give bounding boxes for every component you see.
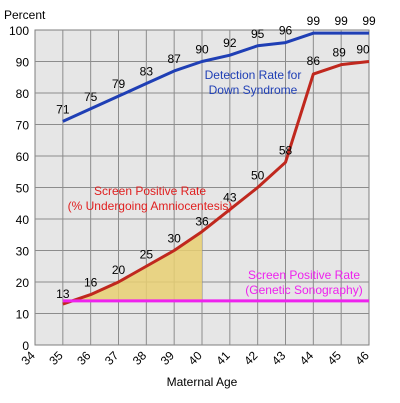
- amniocentesis-line: [62, 60, 370, 306]
- x-tick-label: 41: [213, 348, 233, 368]
- data-label: 87: [167, 52, 181, 66]
- y-tick-label: 10: [16, 308, 30, 322]
- x-tick-label: 43: [269, 348, 289, 368]
- annotation-amniocentesis: Screen Positive Rate: [94, 184, 206, 198]
- detection-rate-line: [62, 31, 369, 123]
- annotation-sonography: Screen Positive Rate: [248, 268, 360, 282]
- x-tick-label: 42: [241, 348, 261, 368]
- y-tick-label: 0: [22, 339, 29, 353]
- y-tick-label: 40: [16, 213, 30, 227]
- data-label: 89: [332, 46, 346, 60]
- y-tick-label: 50: [16, 182, 30, 196]
- data-labels: 71 75 79 83 87 90 92 95 96 99 99 99 13 16 20 25 30 36 43 50…: [56, 14, 376, 301]
- data-label: 43: [223, 191, 237, 205]
- data-label: 25: [140, 247, 154, 261]
- x-tick-label: 36: [74, 348, 94, 368]
- y-tick-label: 100: [9, 24, 29, 38]
- shaded-region: [62, 231, 203, 305]
- x-tick-label: 35: [46, 348, 66, 368]
- grid: [35, 30, 369, 345]
- x-tick-label: 46: [352, 348, 372, 368]
- y-axis-title: Percent: [4, 8, 46, 22]
- data-label: 99: [307, 14, 321, 28]
- amniocentesis-shaded-area: [62, 231, 203, 305]
- annotation-detection-rate: Detection Rate for: [205, 68, 302, 82]
- data-label: 90: [195, 43, 209, 57]
- y-tick-label: 90: [16, 56, 30, 70]
- data-label: 99: [334, 14, 348, 28]
- y-tick-label: 20: [16, 276, 30, 290]
- data-label: 30: [167, 232, 181, 246]
- data-label: 83: [140, 65, 154, 79]
- data-label: 13: [56, 287, 70, 301]
- annotation-sonography: (Genetic Sonography): [245, 283, 362, 297]
- y-tick-label: 80: [16, 87, 30, 101]
- data-label: 90: [356, 43, 370, 57]
- data-label: 79: [112, 77, 126, 91]
- annotation-amniocentesis: (% Undergoing Amniocentesis): [68, 199, 233, 213]
- x-axis-title: Maternal Age: [167, 375, 238, 389]
- data-label: 92: [223, 36, 237, 50]
- x-tick-label: 44: [297, 348, 317, 368]
- data-label: 58: [279, 143, 293, 157]
- data-label: 16: [84, 276, 98, 290]
- data-label: 96: [279, 24, 293, 38]
- x-tick-label: 40: [185, 348, 205, 368]
- data-label: 75: [84, 90, 98, 104]
- x-tick-label: 37: [102, 348, 122, 368]
- x-tick-label: 45: [325, 348, 345, 368]
- data-label: 50: [251, 169, 265, 183]
- x-tick-label: 39: [158, 348, 178, 368]
- y-tick-label: 70: [16, 119, 30, 133]
- annotation-detection-rate: Down Syndrome: [209, 83, 298, 97]
- data-label: 95: [251, 27, 265, 41]
- data-label: 99: [362, 14, 376, 28]
- x-tick-label: 38: [130, 348, 150, 368]
- series-lines: [62, 31, 370, 306]
- data-label: 20: [112, 263, 126, 277]
- y-tick-label: 60: [16, 150, 30, 164]
- data-label: 86: [307, 54, 321, 68]
- data-label: 36: [195, 215, 209, 229]
- y-tick-label: 30: [16, 245, 30, 259]
- data-label: 71: [56, 102, 70, 116]
